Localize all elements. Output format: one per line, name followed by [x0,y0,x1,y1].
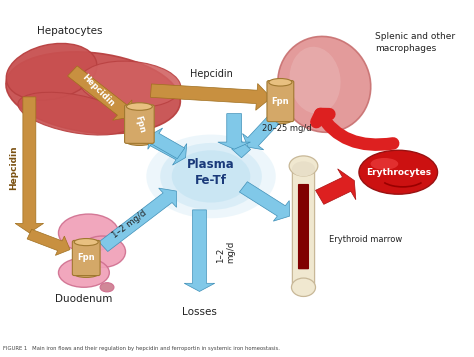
Text: Fpn: Fpn [133,115,146,134]
Ellipse shape [290,47,341,114]
Polygon shape [149,134,187,165]
Polygon shape [148,128,185,159]
Ellipse shape [80,61,181,108]
Ellipse shape [74,238,98,246]
Polygon shape [67,66,132,120]
FancyBboxPatch shape [292,168,315,286]
Ellipse shape [371,158,398,170]
FancyBboxPatch shape [298,184,309,269]
Text: Erythrocytes: Erythrocytes [366,168,431,177]
Text: Erythroid marrow: Erythroid marrow [329,235,402,244]
Ellipse shape [146,135,276,218]
Ellipse shape [74,270,98,277]
Text: Hepcidin: Hepcidin [9,146,18,190]
Polygon shape [239,182,290,221]
Text: Hepcidin: Hepcidin [190,69,232,79]
Text: Hepcidin: Hepcidin [80,73,116,109]
Polygon shape [27,229,70,255]
Text: Fpn: Fpn [272,97,289,106]
Polygon shape [15,97,44,233]
Polygon shape [243,116,279,150]
Ellipse shape [127,103,152,110]
Polygon shape [232,141,251,158]
Ellipse shape [18,92,131,135]
Ellipse shape [100,283,114,292]
Text: Hepatocytes: Hepatocytes [37,26,103,36]
Text: Splenic and other
macrophages: Splenic and other macrophages [375,32,455,52]
FancyBboxPatch shape [73,240,100,276]
Ellipse shape [6,52,180,134]
Text: Duodenum: Duodenum [55,294,113,304]
Ellipse shape [278,36,371,132]
Text: 1–2
mg/d: 1–2 mg/d [216,241,235,263]
Ellipse shape [269,79,292,86]
Text: Losses: Losses [182,307,217,317]
Polygon shape [316,169,356,204]
Ellipse shape [127,138,152,145]
Ellipse shape [172,150,250,202]
Ellipse shape [160,143,262,210]
Text: Plasma
Fe-Tf: Plasma Fe-Tf [187,158,235,187]
Ellipse shape [6,44,97,100]
FancyBboxPatch shape [267,81,294,122]
Text: FIGURE 1   Main iron flows and their regulation by hepcidin and ferroportin in s: FIGURE 1 Main iron flows and their regul… [3,346,280,351]
Ellipse shape [58,214,118,252]
Polygon shape [150,84,271,110]
Text: 1–2 mg/d: 1–2 mg/d [110,209,148,240]
Text: 20–25 mg/d: 20–25 mg/d [262,124,311,133]
Polygon shape [218,114,250,149]
Ellipse shape [359,150,438,194]
Ellipse shape [79,236,126,267]
Text: Fpn: Fpn [77,253,95,262]
Ellipse shape [292,161,315,176]
Ellipse shape [269,116,292,124]
Ellipse shape [289,156,318,176]
Ellipse shape [292,278,316,296]
Polygon shape [184,210,215,291]
FancyBboxPatch shape [125,105,154,144]
Ellipse shape [58,258,109,287]
Polygon shape [99,188,176,251]
